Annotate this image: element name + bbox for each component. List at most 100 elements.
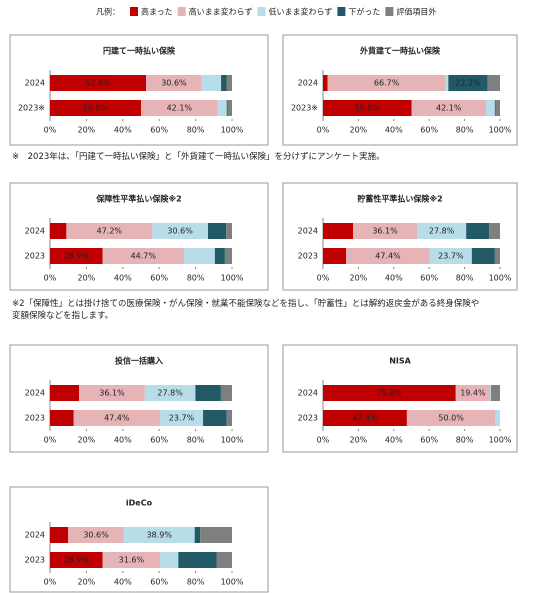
- data-label: 47.4%: [352, 414, 378, 423]
- legend-swatch: [385, 7, 394, 16]
- legend-title: 凡例：: [96, 7, 120, 17]
- x-tick-label: 100%: [489, 126, 512, 135]
- x-tick-label: 40%: [114, 274, 132, 283]
- y-tick-label: 2024: [298, 79, 318, 88]
- note: ※2「保障性」とは掛け捨ての医療保険・がん保険・就業不能保険などを指し、「貯蓄性…: [12, 299, 480, 321]
- bar-segment: [50, 223, 67, 239]
- x-tick-label: 0%: [317, 126, 330, 135]
- legend-label: 高いまま変わらず: [189, 7, 253, 17]
- bar-segment: [200, 527, 232, 543]
- chart-title: 貯蓄性平準払い保険※2: [357, 194, 442, 204]
- data-label: 23.7%: [438, 252, 464, 261]
- data-label: 47.4%: [104, 414, 130, 423]
- data-label: 50.0%: [355, 104, 381, 113]
- bar-segment: [226, 223, 232, 239]
- data-label: 30.6%: [167, 227, 193, 236]
- bar-segment: [68, 527, 124, 543]
- x-tick-label: 40%: [114, 436, 132, 445]
- x-tick-label: 100%: [489, 436, 512, 445]
- bar-segment: [489, 223, 500, 239]
- x-tick-label: 40%: [385, 126, 403, 135]
- y-tick-label: 2024: [25, 79, 45, 88]
- x-tick-label: 0%: [44, 578, 57, 587]
- bar-segment: [411, 100, 487, 116]
- bar-segment: [183, 248, 215, 264]
- chart-title: 外貨建て一時払い保険: [360, 46, 441, 56]
- data-label: 27.8%: [429, 227, 455, 236]
- panel: [282, 344, 518, 453]
- bar-segment: [429, 248, 472, 264]
- bar-segment: [66, 223, 153, 239]
- y-tick-label: 2024: [25, 389, 45, 398]
- x-tick-label: 60%: [150, 436, 168, 445]
- bar-segment: [152, 223, 208, 239]
- chart-title: NISA: [389, 357, 411, 366]
- bar-segment: [490, 385, 491, 401]
- data-label: 52.8%: [85, 79, 111, 88]
- y-tick-label: 2023※: [18, 104, 45, 113]
- data-label: 23.7%: [169, 414, 195, 423]
- bar-segment: [178, 552, 217, 568]
- bar-segment: [224, 248, 232, 264]
- bar-segment: [217, 100, 227, 116]
- bar-segment: [214, 248, 225, 264]
- bar-segment: [323, 410, 407, 426]
- bar-segment: [466, 223, 490, 239]
- x-tick-label: 0%: [317, 274, 330, 283]
- chart-title: 投信一括購入: [115, 356, 163, 366]
- bar-segment: [144, 385, 196, 401]
- x-tick-label: 0%: [44, 126, 57, 135]
- bar-segment: [73, 410, 160, 426]
- bar-segment: [455, 385, 491, 401]
- x-tick-label: 80%: [456, 126, 474, 135]
- bar-segment: [323, 100, 412, 116]
- x-tick-label: 40%: [385, 436, 403, 445]
- data-label: 30.6%: [83, 531, 109, 540]
- data-label: 28.9%: [64, 556, 90, 565]
- data-label: 42.1%: [436, 104, 462, 113]
- x-tick-label: 60%: [150, 578, 168, 587]
- data-label: 31.6%: [119, 556, 145, 565]
- x-tick-label: 20%: [78, 126, 96, 135]
- bar-segment: [448, 75, 488, 91]
- bar-segment: [227, 100, 232, 116]
- data-label: 36.1%: [99, 389, 125, 398]
- bar-segment: [495, 410, 500, 426]
- bar-segment: [160, 552, 179, 568]
- data-label: 38.9%: [147, 531, 173, 540]
- x-tick-label: 20%: [350, 126, 368, 135]
- x-tick-label: 20%: [78, 274, 96, 283]
- bar-segment: [220, 385, 232, 401]
- bar-segment: [226, 75, 232, 91]
- bar-segment: [416, 223, 467, 239]
- data-label: 36.1%: [372, 227, 398, 236]
- bar-segment: [50, 552, 103, 568]
- x-tick-label: 80%: [456, 436, 474, 445]
- x-tick-label: 40%: [385, 274, 403, 283]
- data-label: 47.2%: [97, 227, 123, 236]
- data-label: 42.1%: [167, 104, 193, 113]
- bar-segment: [50, 248, 103, 264]
- legend-swatch: [257, 7, 266, 16]
- panel: [9, 344, 269, 453]
- bar-segment: [226, 100, 228, 116]
- x-tick-label: 80%: [187, 126, 205, 135]
- x-tick-label: 80%: [187, 436, 205, 445]
- bar-segment: [323, 248, 347, 264]
- bar-segment: [141, 100, 218, 116]
- data-label: 50.0%: [438, 414, 464, 423]
- bar-segment: [79, 385, 145, 401]
- bar-segment: [50, 100, 141, 116]
- y-tick-label: 2024: [298, 389, 318, 398]
- legend-label: 高まった: [141, 7, 173, 17]
- bar-segment: [50, 385, 80, 401]
- x-tick-label: 20%: [78, 578, 96, 587]
- y-tick-label: 2023: [25, 414, 45, 423]
- chart-title: 保障性平準払い保険※2: [95, 194, 181, 204]
- data-label: 44.7%: [131, 252, 157, 261]
- y-tick-label: 2024: [25, 227, 45, 236]
- x-tick-label: 40%: [114, 126, 132, 135]
- bar-segment: [50, 75, 147, 91]
- data-label: 30.6%: [161, 79, 187, 88]
